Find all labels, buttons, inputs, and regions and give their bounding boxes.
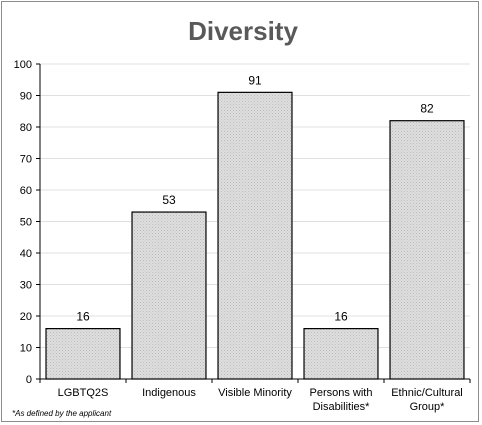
y-tick-label: 20 [20, 311, 32, 323]
x-axis-ticks: LGBTQ2S Indigenous Visible Minority Persons… [39, 379, 471, 413]
data-label: 16 [76, 310, 90, 324]
bars [45, 91, 465, 380]
bar [45, 328, 121, 380]
y-axis-ticks: 0 10 20 30 40 50 60 70 80 90 100 [14, 59, 40, 386]
y-tick-label: 80 [20, 122, 32, 134]
chart-title: Diversity [188, 16, 298, 46]
y-tick-label: 60 [20, 185, 32, 197]
y-tick-label: 0 [26, 374, 32, 386]
x-tick-label: Visible Minority [218, 387, 292, 399]
x-tick-label: Indigenous [142, 387, 196, 399]
y-tick-label: 40 [20, 248, 32, 260]
y-tick-label: 100 [14, 59, 32, 71]
y-tick-label: 50 [20, 217, 32, 229]
y-tick-label: 70 [20, 154, 32, 166]
data-label: 16 [334, 310, 348, 324]
x-tick-label: Ethnic/Cultural Group* [391, 387, 463, 413]
bar [303, 328, 379, 380]
y-tick-label: 90 [20, 91, 32, 103]
data-label: 82 [420, 102, 434, 116]
y-tick-label: 10 [20, 343, 32, 355]
bar [217, 91, 293, 380]
bar [131, 211, 207, 380]
x-tick-label: Persons with Disabilities* [310, 387, 373, 413]
bar [389, 120, 465, 380]
data-label: 91 [248, 73, 262, 87]
data-label: 53 [162, 193, 176, 207]
x-tick-label: LGBTQ2S [58, 387, 109, 399]
footnote: *As defined by the applicant [12, 409, 112, 418]
data-labels: 16 53 91 16 82 [76, 73, 434, 323]
y-tick-label: 30 [20, 280, 32, 292]
